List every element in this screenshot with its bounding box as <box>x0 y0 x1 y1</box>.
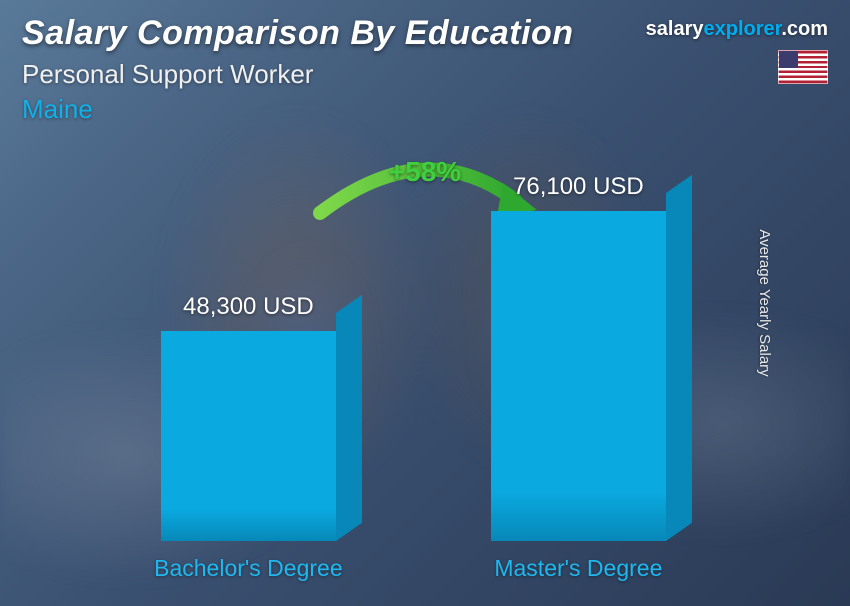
y-axis-label: Average Yearly Salary <box>756 229 773 376</box>
bar-bachelors: 48,300 USD Bachelor's Degree <box>154 293 343 582</box>
bar-3d <box>491 211 666 541</box>
brand-prefix: salary <box>646 18 704 40</box>
bar-value: 76,100 USD <box>513 173 644 201</box>
bar-label: Master's Degree <box>494 555 662 582</box>
brand-accent: explorer <box>703 18 781 40</box>
bar-3d <box>161 331 336 541</box>
bar-masters: 76,100 USD Master's Degree <box>491 173 666 582</box>
infographic-container: Salary Comparison By Education Personal … <box>0 0 850 606</box>
bar-front-face <box>161 331 336 541</box>
bar-value: 48,300 USD <box>183 293 314 321</box>
bar-front-face <box>491 211 666 541</box>
bar-side-face <box>336 295 362 541</box>
flag-icon <box>778 50 828 84</box>
subtitle-location: Maine <box>22 94 828 125</box>
brand-suffix: .com <box>781 18 828 40</box>
bar-chart: 48,300 USD Bachelor's Degree 76,100 USD … <box>80 152 740 582</box>
brand-logo: salaryexplorer.com <box>646 18 828 41</box>
bar-side-face <box>666 175 692 541</box>
bar-label: Bachelor's Degree <box>154 555 343 582</box>
subtitle-role: Personal Support Worker <box>22 59 828 90</box>
